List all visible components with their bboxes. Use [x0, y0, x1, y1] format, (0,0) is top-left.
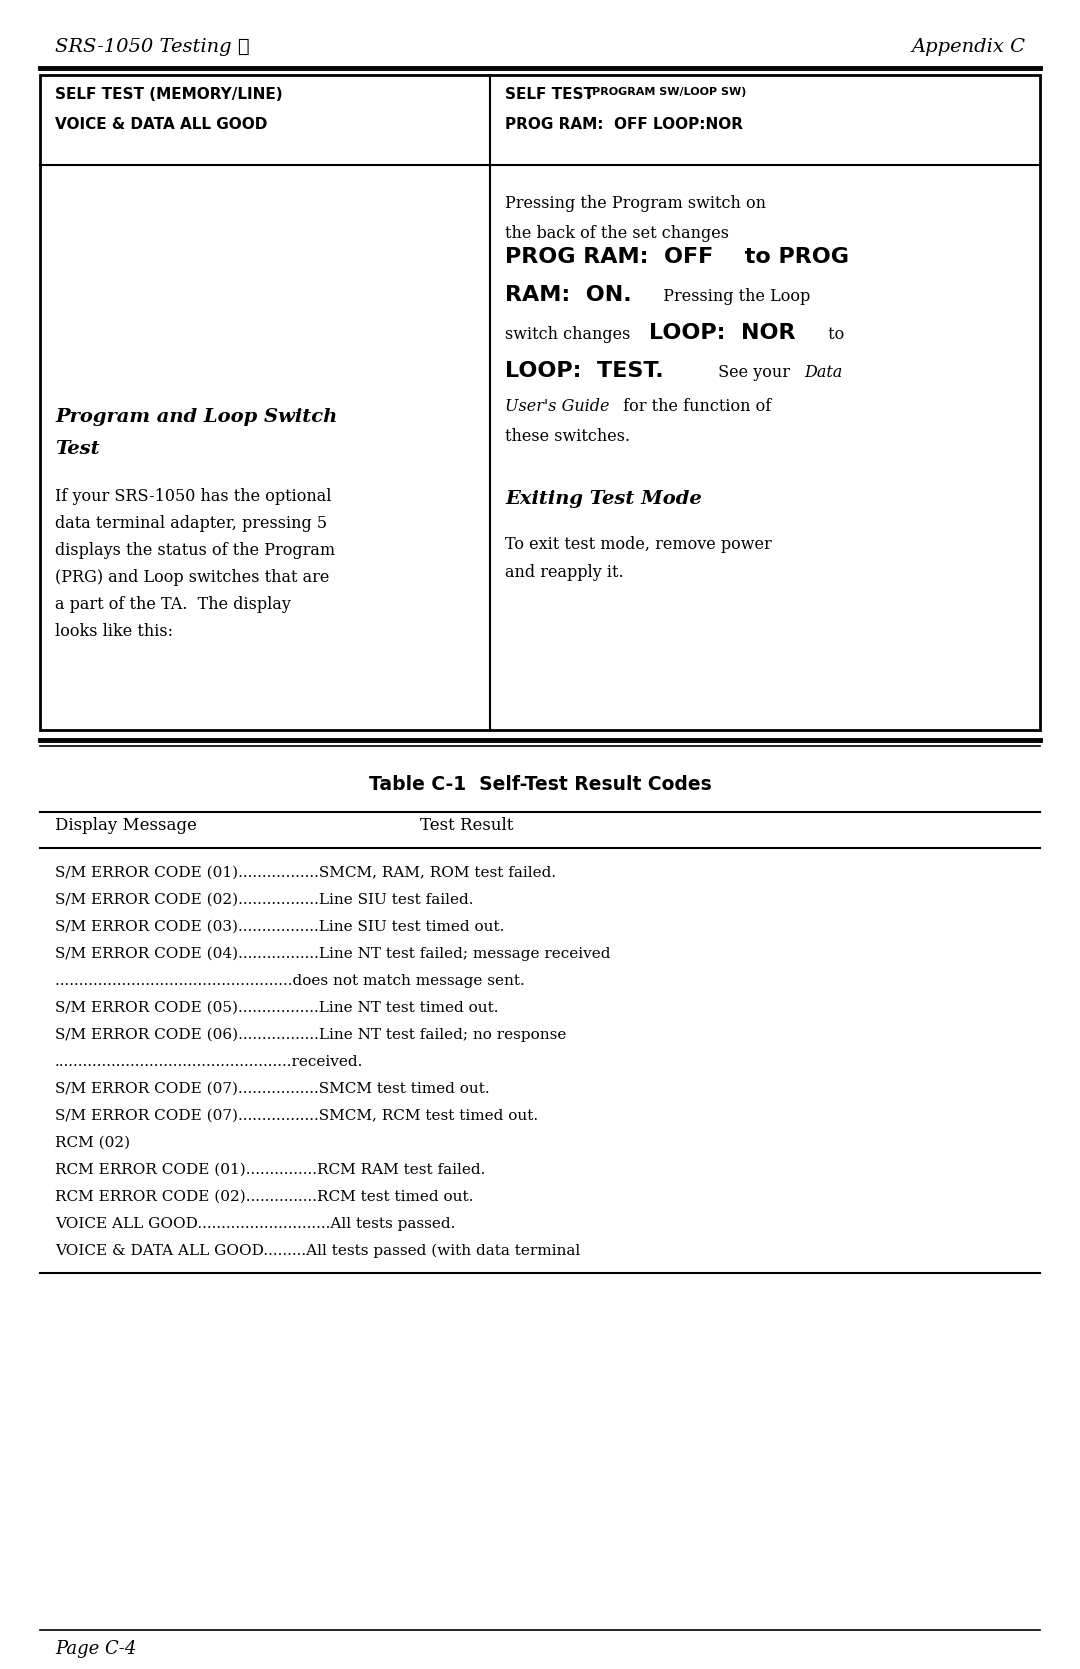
Text: Program and Loop Switch: Program and Loop Switch	[55, 407, 337, 426]
Bar	[40, 75, 1040, 729]
Text: to: to	[823, 325, 845, 344]
Text: to PROG: to PROG	[737, 247, 849, 267]
Text: data terminal adapter, pressing 5: data terminal adapter, pressing 5	[55, 516, 327, 532]
Text: If your SRS-1050 has the optional: If your SRS-1050 has the optional	[55, 487, 332, 506]
Text: Pressing the Program switch on: Pressing the Program switch on	[505, 195, 766, 212]
Text: RAM:  ON.: RAM: ON.	[505, 285, 632, 305]
Text: (PRG) and Loop switches that are: (PRG) and Loop switches that are	[55, 569, 329, 586]
Text: S/M ERROR CODE (04).................Line NT test failed; message received: S/M ERROR CODE (04).................Line…	[55, 946, 610, 961]
Text: S/M ERROR CODE (03).................Line SIU test timed out.: S/M ERROR CODE (03).................Line…	[55, 920, 504, 935]
Text: and reapply it.: and reapply it.	[505, 564, 623, 581]
Text: S/M ERROR CODE (01).................SMCM, RAM, ROM test failed.: S/M ERROR CODE (01).................SMCM…	[55, 866, 556, 880]
Text: VOICE & DATA ALL GOOD.........All tests passed (with data terminal: VOICE & DATA ALL GOOD.........All tests …	[55, 1243, 580, 1258]
Text: Test Result: Test Result	[420, 818, 513, 834]
Text: Pressing the Loop: Pressing the Loop	[653, 289, 810, 305]
Text: Test: Test	[55, 441, 99, 457]
Text: displays the status of the Program: displays the status of the Program	[55, 542, 335, 559]
Text: VOICE ALL GOOD............................All tests passed.: VOICE ALL GOOD..........................…	[55, 1217, 456, 1232]
Text: these switches.: these switches.	[505, 427, 630, 446]
Text: See your: See your	[713, 364, 795, 381]
Text: SELF TEST: SELF TEST	[505, 87, 594, 102]
Text: Page C-4: Page C-4	[55, 1641, 136, 1657]
Text: S/M ERROR CODE (06).................Line NT test failed; no response: S/M ERROR CODE (06).................Line…	[55, 1028, 566, 1043]
Text: S/M ERROR CODE (02).................Line SIU test failed.: S/M ERROR CODE (02).................Line…	[55, 893, 473, 906]
Text: PROG RAM:  OFF LOOP:NOR: PROG RAM: OFF LOOP:NOR	[505, 117, 743, 132]
Text: To exit test mode, remove power: To exit test mode, remove power	[505, 536, 772, 552]
Text: S/M ERROR CODE (07).................SMCM, RCM test timed out.: S/M ERROR CODE (07).................SMCM…	[55, 1108, 538, 1123]
Text: RCM (02): RCM (02)	[55, 1137, 130, 1150]
Text: looks like this:: looks like this:	[55, 623, 173, 639]
Text: SELF TEST (MEMORY/LINE): SELF TEST (MEMORY/LINE)	[55, 87, 283, 102]
Text: the back of the set changes: the back of the set changes	[505, 225, 729, 242]
Text: Table C-1  Self-Test Result Codes: Table C-1 Self-Test Result Codes	[368, 774, 712, 794]
Text: Data: Data	[804, 364, 842, 381]
Text: ..................................................received.: ........................................…	[55, 1055, 363, 1070]
Text: a part of the TA.  The display: a part of the TA. The display	[55, 596, 291, 613]
Text: S/M ERROR CODE (05).................Line NT test timed out.: S/M ERROR CODE (05).................Line…	[55, 1001, 499, 1015]
Text: RCM ERROR CODE (01)...............RCM RAM test failed.: RCM ERROR CODE (01)...............RCM RA…	[55, 1163, 485, 1177]
Text: LOOP:  NOR: LOOP: NOR	[649, 324, 796, 344]
Text: switch changes: switch changes	[505, 325, 635, 344]
Text: (PROGRAM SW/LOOP SW): (PROGRAM SW/LOOP SW)	[588, 87, 746, 97]
Text: ..................................................does not match message sent.: ........................................…	[55, 975, 525, 988]
Text: PROG RAM:  OFF: PROG RAM: OFF	[505, 247, 713, 267]
Text: for the function of: for the function of	[618, 397, 771, 416]
Text: User's Guide: User's Guide	[505, 397, 609, 416]
Text: S/M ERROR CODE (07).................SMCM test timed out.: S/M ERROR CODE (07).................SMCM…	[55, 1082, 489, 1097]
Text: RCM ERROR CODE (02)...............RCM test timed out.: RCM ERROR CODE (02)...............RCM te…	[55, 1190, 473, 1203]
Text: VOICE & DATA ALL GOOD: VOICE & DATA ALL GOOD	[55, 117, 268, 132]
Text: SRS-1050 Testing ☎: SRS-1050 Testing ☎	[55, 38, 249, 57]
Text: Exiting Test Mode: Exiting Test Mode	[505, 491, 702, 507]
Text: LOOP:  TEST.: LOOP: TEST.	[505, 361, 663, 381]
Text: Appendix C: Appendix C	[912, 38, 1025, 57]
Text: Display Message: Display Message	[55, 818, 197, 834]
